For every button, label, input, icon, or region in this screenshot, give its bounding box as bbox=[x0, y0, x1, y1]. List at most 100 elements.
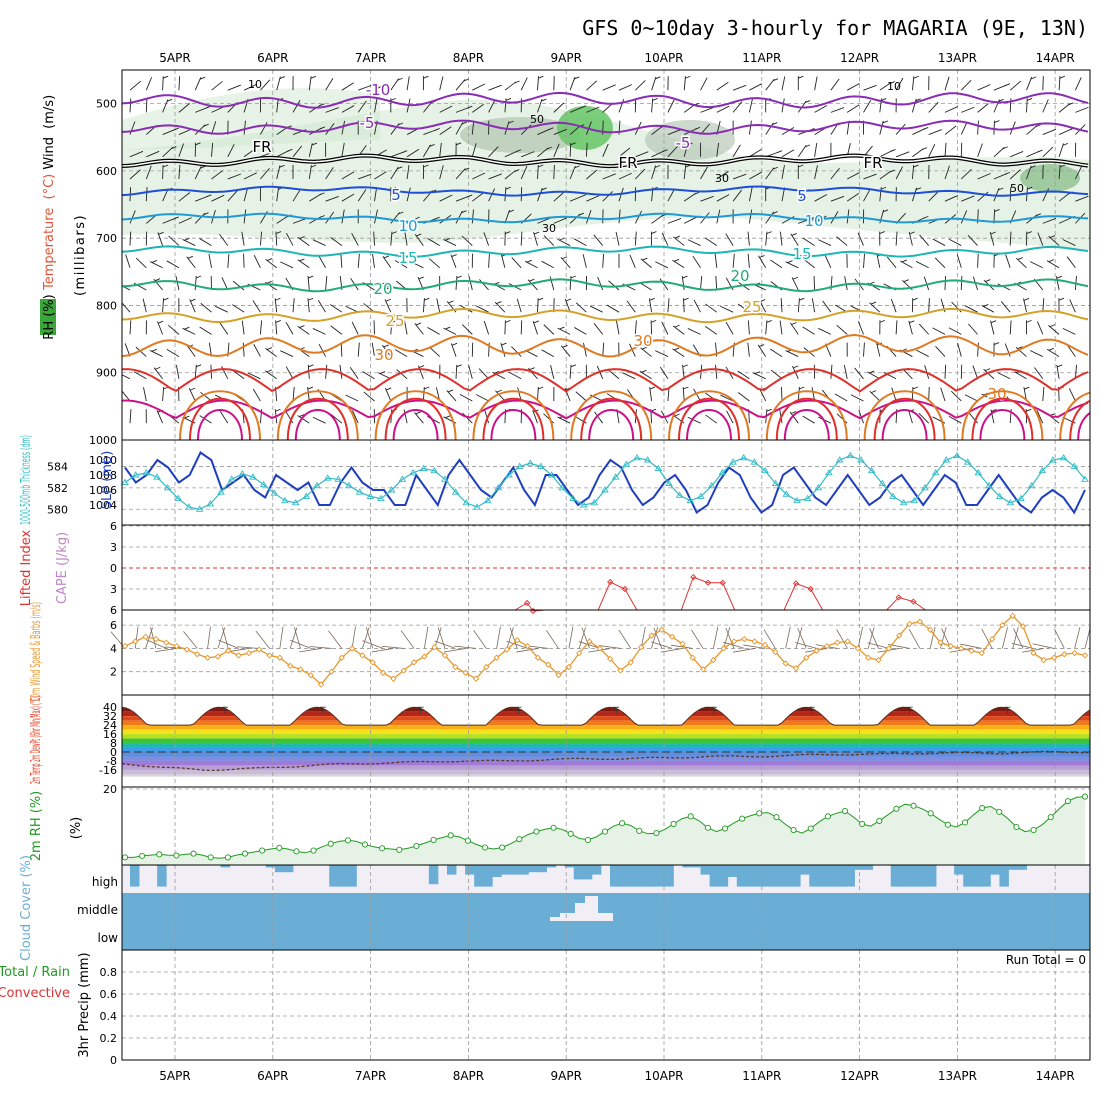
isotherm-label: -10 bbox=[366, 81, 391, 99]
wind-barb bbox=[511, 346, 522, 357]
wind-barb bbox=[977, 191, 989, 202]
wind-barb bbox=[122, 390, 131, 402]
wind-barb bbox=[765, 122, 774, 135]
thickness-point bbox=[1059, 453, 1068, 461]
wind-barb bbox=[374, 98, 378, 113]
wind-barb bbox=[737, 370, 750, 380]
wind-barb bbox=[472, 192, 484, 202]
wind-barb bbox=[705, 414, 718, 424]
wind-barb bbox=[390, 166, 399, 180]
wind10m-barb bbox=[660, 648, 683, 653]
wind10m-point bbox=[173, 642, 180, 650]
wind10m-barb bbox=[1011, 643, 1034, 649]
wind-barb bbox=[1042, 146, 1054, 158]
surface-heat-contour bbox=[1069, 400, 1090, 440]
wind-barb bbox=[948, 327, 962, 335]
wind-barb-flag bbox=[538, 386, 544, 390]
wind-barb bbox=[964, 394, 978, 402]
wind-barb bbox=[705, 303, 718, 313]
wind10m-point bbox=[369, 659, 376, 666]
wind-barb bbox=[362, 371, 375, 380]
wind-barb-flag bbox=[203, 212, 209, 216]
date-tick-bottom: 12APR bbox=[840, 1069, 879, 1083]
wind-barb bbox=[655, 350, 669, 357]
wind-barb bbox=[520, 320, 523, 335]
temp2m-tick-label: 8 bbox=[110, 737, 117, 750]
thickness-point bbox=[675, 491, 684, 498]
wind-barb-flag bbox=[451, 254, 457, 258]
temperature-band bbox=[122, 769, 1090, 775]
wind10m-point bbox=[462, 669, 469, 677]
wind-barb-flag bbox=[682, 364, 688, 368]
wind-barb-flag bbox=[508, 209, 514, 213]
wind-barb bbox=[618, 84, 633, 91]
wind-barb-flag bbox=[199, 76, 206, 80]
wind-barb-flag bbox=[501, 342, 507, 346]
rh2m-point bbox=[122, 854, 129, 861]
wind10m-barb bbox=[145, 639, 167, 649]
wind-barb bbox=[836, 413, 848, 424]
wind-barb-flag bbox=[766, 320, 772, 323]
wind-barb-flag bbox=[448, 300, 454, 304]
wind-barb-flag bbox=[683, 386, 689, 390]
cloud-high-bar bbox=[274, 865, 285, 873]
wind10m-barb bbox=[207, 626, 211, 649]
wind-barb-flag bbox=[163, 297, 169, 301]
isotherm-label: 20 bbox=[730, 267, 749, 285]
wind-barb bbox=[439, 126, 452, 135]
wind-barb-flag bbox=[798, 75, 804, 79]
wind-barb-flag bbox=[319, 126, 326, 130]
wind-barb bbox=[928, 386, 930, 401]
wind10m-point bbox=[483, 663, 490, 671]
wind-barb bbox=[345, 305, 359, 313]
wind-barb bbox=[533, 232, 538, 246]
wind-barb-flag bbox=[776, 150, 783, 154]
thickness-point bbox=[185, 503, 193, 510]
thickness-point bbox=[505, 471, 513, 478]
wind-barb bbox=[427, 327, 440, 335]
wind-barb bbox=[960, 121, 968, 135]
wind-barb-flag bbox=[203, 123, 209, 127]
wind-barb bbox=[276, 215, 289, 224]
thickness-tick-label: 580 bbox=[47, 503, 68, 516]
thickness-point bbox=[153, 473, 161, 480]
thickness-point bbox=[889, 492, 897, 499]
date-tick-bottom: 5APR bbox=[159, 1069, 190, 1083]
wind-barb bbox=[944, 364, 947, 379]
wind-barb bbox=[232, 370, 245, 380]
wind10m-point bbox=[410, 659, 418, 666]
wind-barb-flag bbox=[1004, 83, 1011, 87]
wind-barb bbox=[857, 321, 864, 335]
wind-barb bbox=[802, 326, 815, 335]
rh2m-tick-label: 20 bbox=[103, 783, 117, 796]
wind-barb bbox=[564, 298, 571, 313]
wind-barb-flag bbox=[655, 76, 661, 80]
wind-barb-flag bbox=[189, 387, 196, 391]
wind-barb-flag bbox=[279, 76, 285, 80]
wind-barb bbox=[683, 143, 689, 157]
wind10m-point bbox=[627, 659, 634, 666]
wind-barb-flag bbox=[674, 324, 680, 328]
wind-barb bbox=[634, 210, 643, 224]
rh2m-point bbox=[447, 832, 454, 839]
wind-barb bbox=[908, 409, 913, 424]
wind-barb bbox=[781, 149, 795, 158]
wind-barb-flag bbox=[694, 126, 701, 130]
wind-barb bbox=[593, 323, 604, 335]
isotherm-line bbox=[122, 119, 1089, 135]
wind-barb bbox=[142, 298, 147, 313]
wind-barb-flag bbox=[505, 319, 511, 323]
wind-barb bbox=[553, 143, 560, 157]
wind10m-barb bbox=[279, 626, 284, 649]
thickness-point bbox=[1027, 481, 1036, 489]
cloud-axis-label: Cloud Cover (%) bbox=[19, 855, 34, 961]
cloud-high-bar bbox=[763, 865, 774, 887]
wind-barb bbox=[649, 387, 653, 402]
wind-barb bbox=[325, 78, 334, 91]
wind-barb bbox=[797, 189, 808, 202]
thickness-point bbox=[633, 453, 641, 461]
wind-barb bbox=[651, 165, 657, 180]
wind10m-point bbox=[194, 651, 201, 658]
wind-barb bbox=[667, 99, 675, 113]
wind-barb bbox=[704, 237, 718, 246]
